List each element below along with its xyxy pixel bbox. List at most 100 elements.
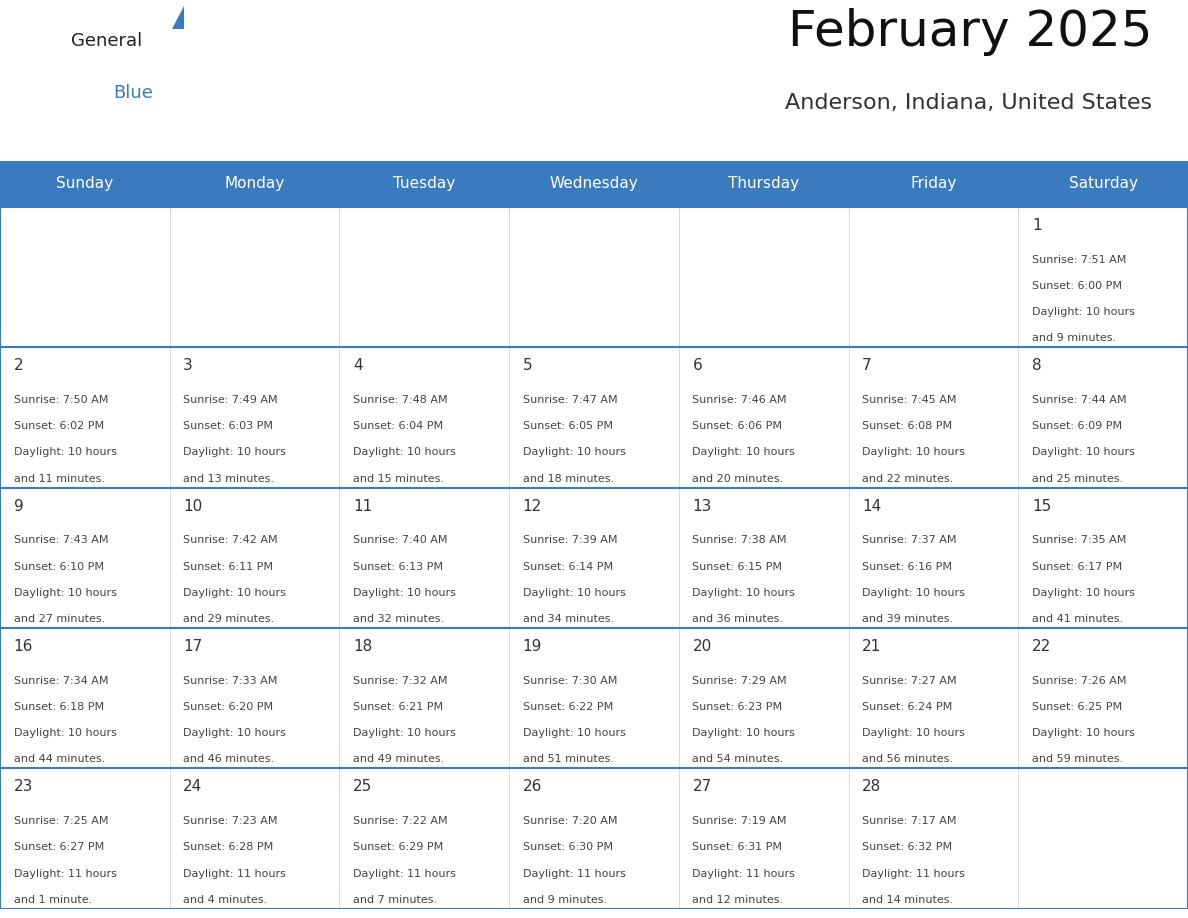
Text: Sunset: 6:02 PM: Sunset: 6:02 PM <box>13 421 103 431</box>
Text: Friday: Friday <box>910 176 956 191</box>
Text: Daylight: 11 hours: Daylight: 11 hours <box>862 868 965 879</box>
Text: 18: 18 <box>353 639 372 655</box>
FancyBboxPatch shape <box>0 161 1188 207</box>
Text: Anderson, Indiana, United States: Anderson, Indiana, United States <box>785 93 1152 113</box>
Text: 22: 22 <box>1032 639 1051 655</box>
Text: 14: 14 <box>862 498 881 514</box>
Text: and 59 minutes.: and 59 minutes. <box>1032 755 1123 765</box>
Text: Sunrise: 7:50 AM: Sunrise: 7:50 AM <box>13 395 108 405</box>
Text: Daylight: 10 hours: Daylight: 10 hours <box>862 447 965 457</box>
Text: Sunset: 6:21 PM: Sunset: 6:21 PM <box>353 702 443 712</box>
Text: 6: 6 <box>693 358 702 374</box>
Text: and 49 minutes.: and 49 minutes. <box>353 755 444 765</box>
Text: Sunset: 6:22 PM: Sunset: 6:22 PM <box>523 702 613 712</box>
Text: Daylight: 10 hours: Daylight: 10 hours <box>353 447 456 457</box>
Text: Sunrise: 7:22 AM: Sunrise: 7:22 AM <box>353 816 448 826</box>
Text: February 2025: February 2025 <box>788 8 1152 56</box>
Text: Daylight: 10 hours: Daylight: 10 hours <box>13 588 116 598</box>
Text: Daylight: 10 hours: Daylight: 10 hours <box>1032 728 1135 738</box>
Text: 5: 5 <box>523 358 532 374</box>
Text: and 18 minutes.: and 18 minutes. <box>523 474 614 484</box>
Text: 19: 19 <box>523 639 542 655</box>
Text: Daylight: 10 hours: Daylight: 10 hours <box>183 447 286 457</box>
Text: and 27 minutes.: and 27 minutes. <box>13 614 105 624</box>
Text: Sunset: 6:28 PM: Sunset: 6:28 PM <box>183 843 273 852</box>
Text: Sunset: 6:05 PM: Sunset: 6:05 PM <box>523 421 613 431</box>
Text: Sunset: 6:14 PM: Sunset: 6:14 PM <box>523 562 613 572</box>
Text: Sunrise: 7:47 AM: Sunrise: 7:47 AM <box>523 395 618 405</box>
Text: Sunrise: 7:38 AM: Sunrise: 7:38 AM <box>693 535 786 545</box>
Text: and 39 minutes.: and 39 minutes. <box>862 614 953 624</box>
Text: Sunrise: 7:42 AM: Sunrise: 7:42 AM <box>183 535 278 545</box>
Text: General: General <box>71 32 143 50</box>
Text: 17: 17 <box>183 639 202 655</box>
Text: Sunset: 6:31 PM: Sunset: 6:31 PM <box>693 843 783 852</box>
Text: and 56 minutes.: and 56 minutes. <box>862 755 953 765</box>
Text: Daylight: 10 hours: Daylight: 10 hours <box>183 588 286 598</box>
Text: Daylight: 10 hours: Daylight: 10 hours <box>353 588 456 598</box>
Text: Sunset: 6:29 PM: Sunset: 6:29 PM <box>353 843 443 852</box>
Text: and 44 minutes.: and 44 minutes. <box>13 755 105 765</box>
Text: Sunrise: 7:20 AM: Sunrise: 7:20 AM <box>523 816 618 826</box>
Text: and 1 minute.: and 1 minute. <box>13 895 91 905</box>
Text: Sunset: 6:27 PM: Sunset: 6:27 PM <box>13 843 103 852</box>
Text: 10: 10 <box>183 498 202 514</box>
Text: Wednesday: Wednesday <box>550 176 638 191</box>
Text: 11: 11 <box>353 498 372 514</box>
Text: 8: 8 <box>1032 358 1042 374</box>
Text: and 9 minutes.: and 9 minutes. <box>1032 333 1116 343</box>
Text: Sunrise: 7:48 AM: Sunrise: 7:48 AM <box>353 395 448 405</box>
Text: 26: 26 <box>523 779 542 794</box>
Text: Thursday: Thursday <box>728 176 800 191</box>
Text: Blue: Blue <box>113 84 153 102</box>
Text: and 36 minutes.: and 36 minutes. <box>693 614 783 624</box>
Text: and 20 minutes.: and 20 minutes. <box>693 474 784 484</box>
Text: and 29 minutes.: and 29 minutes. <box>183 614 274 624</box>
Text: Sunset: 6:09 PM: Sunset: 6:09 PM <box>1032 421 1121 431</box>
Text: Sunrise: 7:29 AM: Sunrise: 7:29 AM <box>693 676 788 686</box>
Text: and 14 minutes.: and 14 minutes. <box>862 895 953 905</box>
Text: Daylight: 11 hours: Daylight: 11 hours <box>183 868 286 879</box>
Text: Sunset: 6:06 PM: Sunset: 6:06 PM <box>693 421 783 431</box>
Text: Sunset: 6:24 PM: Sunset: 6:24 PM <box>862 702 953 712</box>
Text: Sunrise: 7:30 AM: Sunrise: 7:30 AM <box>523 676 617 686</box>
Text: 28: 28 <box>862 779 881 794</box>
Text: 4: 4 <box>353 358 362 374</box>
Text: Sunrise: 7:19 AM: Sunrise: 7:19 AM <box>693 816 786 826</box>
Text: Daylight: 10 hours: Daylight: 10 hours <box>13 447 116 457</box>
Text: Sunset: 6:16 PM: Sunset: 6:16 PM <box>862 562 952 572</box>
Text: Sunset: 6:13 PM: Sunset: 6:13 PM <box>353 562 443 572</box>
Text: Daylight: 11 hours: Daylight: 11 hours <box>523 868 626 879</box>
Text: Daylight: 10 hours: Daylight: 10 hours <box>1032 588 1135 598</box>
Text: Sunset: 6:00 PM: Sunset: 6:00 PM <box>1032 281 1121 291</box>
Text: Daylight: 11 hours: Daylight: 11 hours <box>353 868 456 879</box>
Text: Sunrise: 7:35 AM: Sunrise: 7:35 AM <box>1032 535 1126 545</box>
Text: and 15 minutes.: and 15 minutes. <box>353 474 444 484</box>
Text: Sunset: 6:18 PM: Sunset: 6:18 PM <box>13 702 103 712</box>
Text: Sunrise: 7:44 AM: Sunrise: 7:44 AM <box>1032 395 1126 405</box>
Text: Sunset: 6:32 PM: Sunset: 6:32 PM <box>862 843 953 852</box>
Text: Sunrise: 7:23 AM: Sunrise: 7:23 AM <box>183 816 278 826</box>
Text: Sunset: 6:17 PM: Sunset: 6:17 PM <box>1032 562 1121 572</box>
Text: Sunset: 6:30 PM: Sunset: 6:30 PM <box>523 843 613 852</box>
Text: 9: 9 <box>13 498 24 514</box>
FancyBboxPatch shape <box>0 487 1188 628</box>
Text: and 32 minutes.: and 32 minutes. <box>353 614 444 624</box>
Text: Sunrise: 7:40 AM: Sunrise: 7:40 AM <box>353 535 448 545</box>
Text: and 9 minutes.: and 9 minutes. <box>523 895 607 905</box>
Text: Daylight: 10 hours: Daylight: 10 hours <box>862 728 965 738</box>
Text: and 34 minutes.: and 34 minutes. <box>523 614 614 624</box>
Text: Sunrise: 7:25 AM: Sunrise: 7:25 AM <box>13 816 108 826</box>
Text: Sunrise: 7:45 AM: Sunrise: 7:45 AM <box>862 395 956 405</box>
Text: Sunday: Sunday <box>56 176 113 191</box>
Text: Daylight: 11 hours: Daylight: 11 hours <box>693 868 795 879</box>
Text: Daylight: 10 hours: Daylight: 10 hours <box>693 447 795 457</box>
Text: Monday: Monday <box>225 176 285 191</box>
Text: Daylight: 10 hours: Daylight: 10 hours <box>523 728 626 738</box>
Text: Daylight: 10 hours: Daylight: 10 hours <box>13 728 116 738</box>
Text: 3: 3 <box>183 358 192 374</box>
FancyBboxPatch shape <box>0 768 1188 909</box>
Text: 13: 13 <box>693 498 712 514</box>
Text: Sunset: 6:08 PM: Sunset: 6:08 PM <box>862 421 953 431</box>
Text: Daylight: 10 hours: Daylight: 10 hours <box>862 588 965 598</box>
